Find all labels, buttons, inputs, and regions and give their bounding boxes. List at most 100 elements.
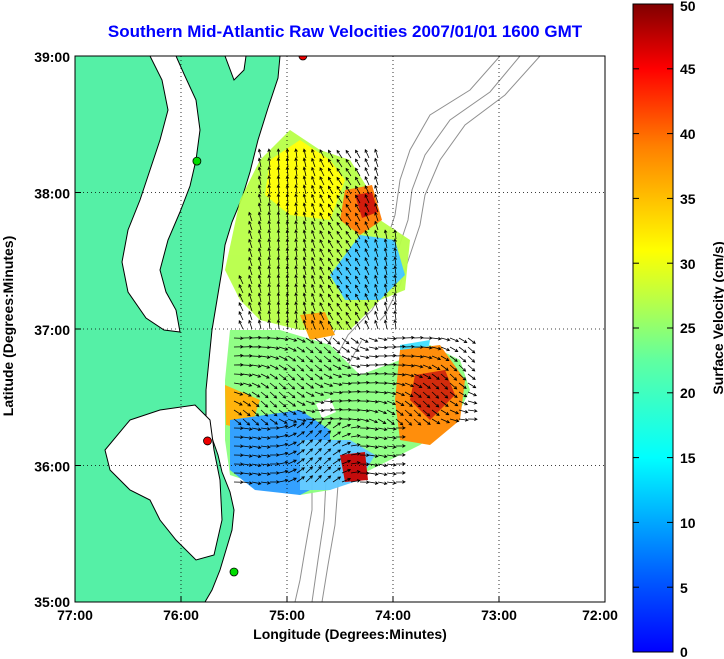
velocity-arrow [278, 442, 289, 447]
station-markers [192, 56, 308, 577]
velocity-arrow [267, 211, 271, 222]
velocity-arrow [374, 265, 379, 276]
velocity-arrow [251, 364, 262, 368]
velocity-arrow [319, 320, 325, 330]
velocity-arrow [276, 310, 281, 321]
velocity-arrow [305, 373, 314, 381]
velocity-arrow [431, 391, 440, 399]
velocity-arrow [368, 472, 379, 476]
velocity-arrow [323, 337, 332, 345]
velocity-arrow [386, 353, 397, 358]
velocity-arrow [355, 230, 361, 240]
velocity-arrow [449, 346, 459, 352]
velocity-arrow [364, 203, 370, 213]
velocity-arrow [383, 238, 388, 249]
velocity-arrow [364, 221, 370, 231]
velocity-arrow [260, 427, 271, 431]
velocity-arrow [319, 167, 325, 177]
velocity-arrow [377, 354, 388, 358]
velocity-arrow [328, 158, 334, 168]
velocity-arrow [278, 373, 287, 381]
velocity-arrow [328, 266, 334, 276]
velocity-arrow [276, 238, 281, 249]
velocity-arrow [449, 418, 460, 423]
velocity-arrow [257, 211, 262, 222]
velocity-arrow [302, 148, 307, 159]
velocity-arrow [355, 320, 361, 330]
velocity-arrow [404, 382, 415, 388]
velocity-arrow [383, 229, 388, 240]
velocity-arrow [319, 257, 325, 267]
velocity-arrow [374, 193, 379, 204]
velocity-arrow [323, 475, 332, 483]
velocity-arrow [287, 432, 297, 438]
velocity-arrow [355, 158, 361, 168]
velocity-arrow [383, 256, 388, 267]
velocity-arrow [311, 220, 316, 231]
velocity-arrow [374, 319, 379, 330]
velocity-arrow [374, 256, 379, 267]
velocity-arrow [319, 230, 325, 240]
velocity-arrow [449, 409, 460, 415]
velocity-arrow [323, 399, 334, 404]
velocity-arrow [350, 434, 361, 438]
velocity-arrow [413, 355, 424, 359]
velocity-arrow [393, 247, 397, 258]
velocity-arrow [328, 284, 334, 294]
velocity-arrow [233, 409, 243, 416]
velocity-arrow [345, 293, 352, 303]
velocity-arrow [364, 275, 370, 285]
velocity-arrow [257, 193, 262, 204]
velocity-arrow [395, 435, 406, 439]
velocity-arrow [323, 382, 334, 387]
velocity-arrow [287, 364, 296, 372]
velocity-arrow [431, 355, 442, 361]
velocity-arrow [350, 470, 361, 474]
velocity-arrow [238, 311, 244, 321]
velocity-arrow [377, 362, 388, 367]
velocity-arrow [386, 454, 397, 458]
velocity-arrow [269, 364, 279, 370]
velocity-arrow [364, 176, 370, 186]
velocity-arrow [404, 409, 413, 417]
velocity-arrow [377, 481, 388, 486]
velocity-arrow [294, 220, 298, 231]
velocity-arrow [278, 337, 289, 341]
velocity-arrow [395, 344, 406, 349]
velocity-arrow [350, 337, 360, 344]
velocity-arrow [332, 373, 343, 378]
velocity-arrow [248, 265, 253, 276]
velocity-arrow [276, 229, 281, 240]
velocity-arrow [285, 220, 290, 231]
velocity-arrow [393, 256, 397, 267]
velocity-arrow [341, 364, 352, 369]
velocity-arrow [257, 157, 262, 168]
velocity-arrow [314, 400, 325, 405]
velocity-arrow [336, 311, 343, 321]
velocity-arrow [355, 149, 361, 159]
velocity-arrow [278, 478, 289, 483]
velocity-arrow [269, 400, 278, 408]
velocity-arrow [311, 193, 316, 204]
velocity-arrow [386, 345, 397, 349]
velocity-arrow [248, 229, 253, 240]
velocity-arrow [431, 337, 442, 341]
velocity-arrow [422, 409, 431, 417]
velocity-arrow [276, 175, 281, 186]
velocity-arrow [440, 346, 451, 352]
velocity-arrow [386, 382, 397, 386]
velocity-arrow [404, 364, 415, 368]
velocity-arrow [314, 429, 322, 438]
velocity-arrow [355, 194, 361, 204]
velocity-arrow [364, 266, 370, 276]
lon-tick-label: 74:00 [375, 607, 411, 623]
velocity-arrow [302, 283, 307, 294]
velocity-arrow [355, 266, 361, 276]
velocity-arrow [336, 185, 343, 195]
velocity-arrow [332, 458, 342, 465]
velocity-arrow [431, 364, 441, 370]
station-marker [229, 567, 239, 577]
colorbar-tick-label: 30 [680, 256, 696, 272]
velocity-arrow [267, 220, 271, 231]
velocity-arrow [328, 194, 334, 204]
